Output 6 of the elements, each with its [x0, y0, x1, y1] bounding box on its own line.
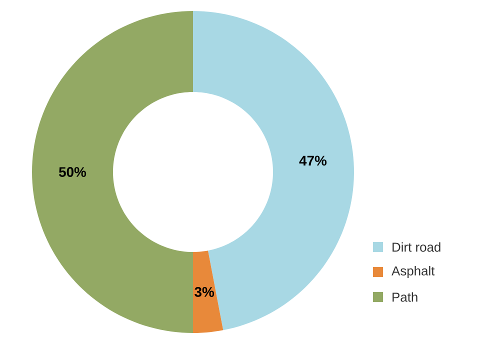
- legend-label: Asphalt: [392, 266, 435, 278]
- data-label: 3%: [194, 287, 214, 297]
- data-label: 47%: [299, 156, 327, 166]
- legend-label: Path: [392, 292, 418, 302]
- legend-label: Dirt road: [392, 242, 440, 252]
- data-label: 50%: [58, 167, 86, 177]
